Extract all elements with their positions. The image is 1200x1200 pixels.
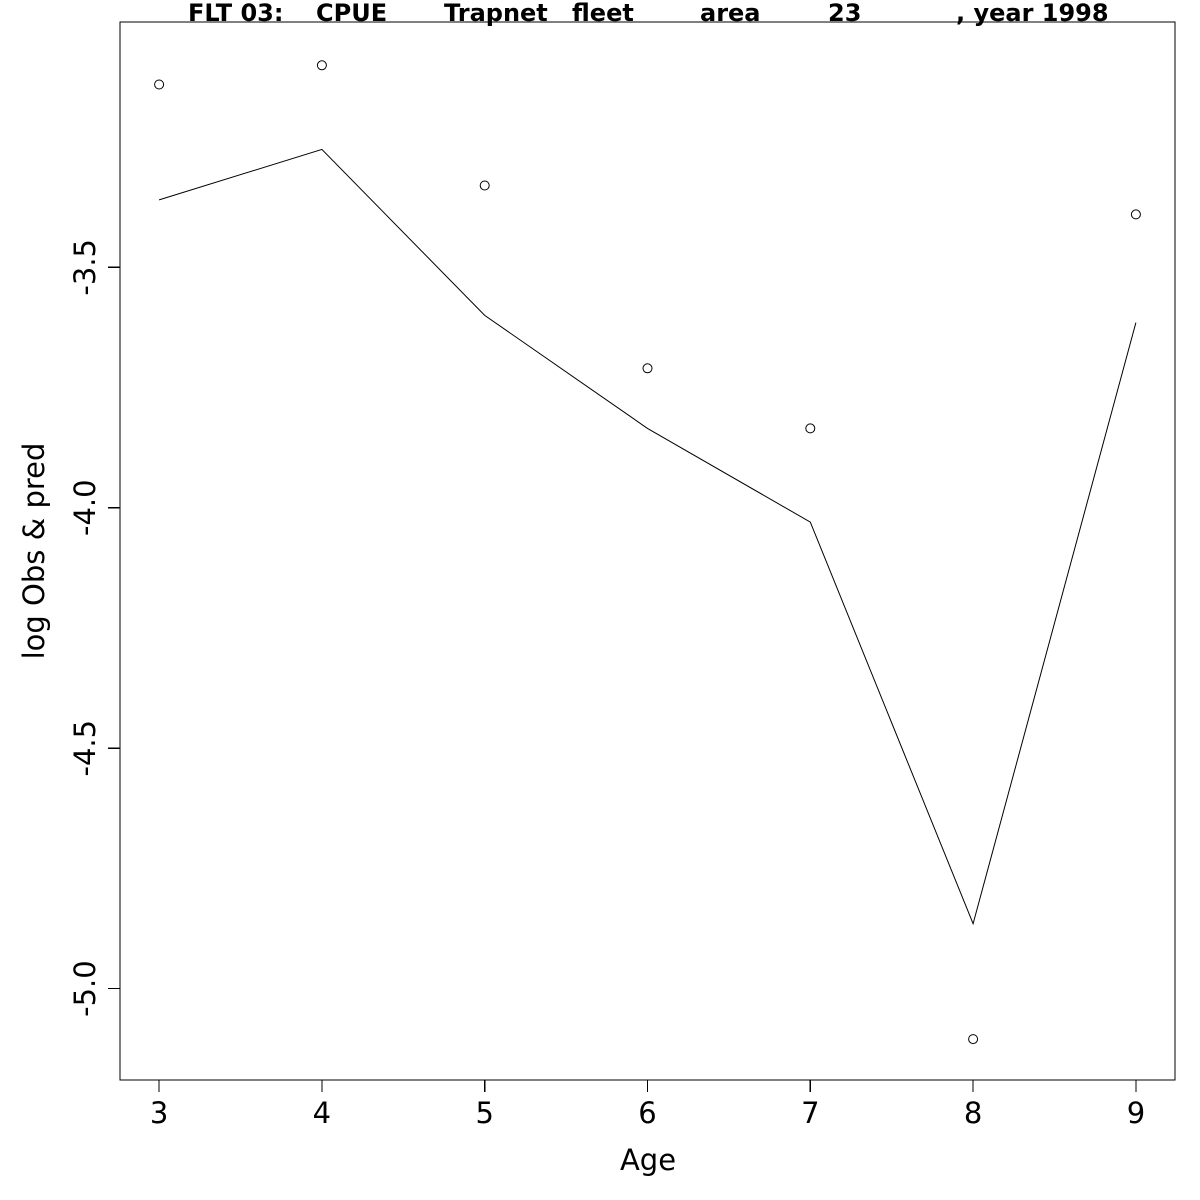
observed-point [479, 180, 490, 191]
chart-title-part: area [700, 0, 761, 27]
x-tick-label: 5 [475, 1096, 493, 1130]
observed-point [968, 1034, 979, 1045]
x-tick-label: 3 [150, 1096, 168, 1130]
y-tick-label: -4.5 [68, 720, 102, 777]
observed-point [154, 79, 165, 90]
x-tick-label: 9 [1127, 1096, 1145, 1130]
plot-frame [119, 21, 1176, 1081]
y-tick-label: -3.5 [68, 239, 102, 296]
x-tick-label: 4 [313, 1096, 331, 1130]
y-tick-label: -4.0 [68, 479, 102, 536]
chart-title-part: , year 1998 [956, 0, 1109, 27]
observed-point [1130, 209, 1141, 220]
x-tick-label: 7 [801, 1096, 819, 1130]
x-tick-label: 8 [964, 1096, 982, 1130]
observed-point [805, 423, 816, 434]
chart-title-part: Trapnet [444, 0, 548, 27]
y-tick-label: -5.0 [68, 960, 102, 1017]
chart-title: FLT 03: CPUE Trapnet fleet area 23 , year 1998 [188, 0, 1109, 27]
observed-point [642, 363, 653, 374]
predicted-line [158, 148, 1137, 926]
x-axis: 3 4 5 6 7 8 9 [150, 1079, 1145, 1130]
chart-title-part: 23 [828, 0, 861, 27]
chart-title-part: fleet [572, 0, 634, 27]
x-tick-label: 6 [638, 1096, 656, 1130]
observed-point [316, 60, 327, 71]
y-axis-label: log Obs & pred [17, 443, 51, 660]
x-axis-label: Age [620, 1143, 676, 1177]
plot-area [154, 60, 1141, 1045]
y-axis: -5.0 -4.5 -4.0 -3.5 [68, 239, 121, 1017]
chart-title-part: FLT 03: [188, 0, 283, 27]
chart-title-part: CPUE [316, 0, 387, 27]
